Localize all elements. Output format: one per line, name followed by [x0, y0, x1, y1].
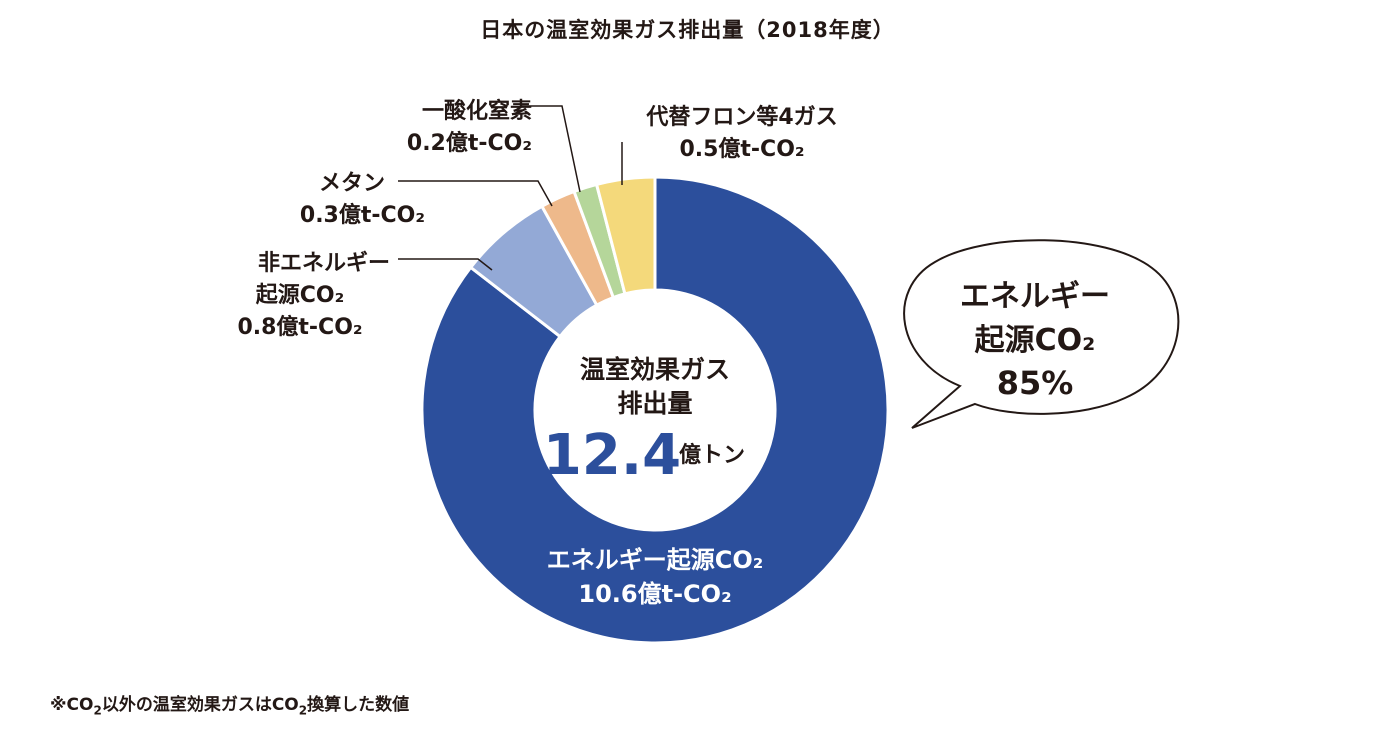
n2o-value: 0.2億t-CO₂ — [407, 130, 532, 156]
donut-slices — [420, 175, 890, 645]
non-energy-label: 非エネルギー — [258, 251, 390, 276]
footnote-part1: ※CO — [50, 695, 94, 715]
n2o-label: 一酸化窒素 — [422, 98, 532, 124]
footnote-part3: 換算した数値 — [307, 695, 410, 715]
non-energy-value: 0.8億t-CO₂ — [237, 314, 362, 340]
energy-co2-value: 10.6億t-CO₂ — [578, 580, 731, 608]
center-label-line1: 温室効果ガス — [580, 355, 730, 384]
methane-label: メタン — [319, 171, 385, 196]
leader-line-non-energy — [398, 258, 493, 271]
callout-percent: 85% — [997, 364, 1074, 402]
leader-line-methane — [398, 180, 553, 207]
footnote-sub1: 2 — [93, 703, 102, 718]
footnote-sub2: 2 — [298, 703, 308, 718]
chart-title: 日本の温室効果ガス排出量（2018年度） — [480, 18, 895, 42]
leader-line-n2o — [522, 105, 581, 193]
energy-co2-label: エネルギー起源CO₂ — [547, 546, 764, 574]
callout-bubble: エネルギー 起源CO₂ 85% — [903, 239, 1180, 429]
methane-value: 0.3億t-CO₂ — [300, 202, 425, 228]
center-total-unit: 億トン — [679, 442, 745, 468]
footnote: ※CO2以外の温室効果ガスはCO2換算した数値 — [50, 690, 409, 717]
callout-line1: エネルギー — [960, 279, 1110, 314]
footnote-part2: 以外の温室効果ガスはCO — [101, 695, 299, 715]
non-energy-label-2: 起源CO₂ — [255, 283, 344, 308]
slice-energy-co2 — [420, 175, 890, 645]
fluorocarbon-label: 代替フロン等4ガス — [645, 104, 837, 130]
center-label-line2: 排出量 — [617, 389, 692, 418]
leader-lines — [398, 105, 623, 271]
callout-line2: 起源CO₂ — [975, 323, 1096, 358]
fluorocarbon-value: 0.5億t-CO₂ — [679, 136, 804, 162]
slice-fluorocarbon — [594, 175, 657, 296]
center-total-value: 12.4 — [543, 423, 681, 488]
